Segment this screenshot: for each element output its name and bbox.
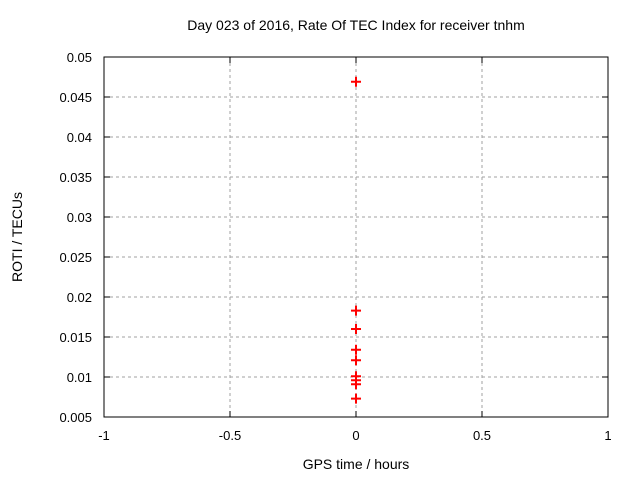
- x-tick-label: 0.5: [473, 428, 491, 443]
- y-tick-label: 0.03: [67, 210, 92, 225]
- chart-title: Day 023 of 2016, Rate Of TEC Index for r…: [187, 17, 525, 33]
- y-tick-label: 0.045: [59, 90, 92, 105]
- x-tick-label: -1: [98, 428, 110, 443]
- y-tick-label: 0.01: [67, 370, 92, 385]
- x-tick-label: -0.5: [219, 428, 241, 443]
- x-tick-label: 1: [604, 428, 611, 443]
- data-point-marker: [351, 344, 361, 355]
- data-point-marker: [351, 355, 361, 366]
- y-tick-label: 0.05: [67, 50, 92, 65]
- data-point-marker: [351, 379, 361, 390]
- y-tick-label: 0.005: [59, 410, 92, 425]
- x-tick-label: 0: [352, 428, 359, 443]
- y-tick-label: 0.04: [67, 130, 92, 145]
- data-point-marker: [351, 305, 361, 316]
- y-tick-label: 0.015: [59, 330, 92, 345]
- data-point-marker: [351, 76, 361, 87]
- data-point-marker: [351, 393, 361, 404]
- data-point-marker: [351, 324, 361, 334]
- x-axis-label: GPS time / hours: [302, 456, 410, 472]
- y-tick-label: 0.025: [59, 250, 92, 265]
- y-tick-label: 0.035: [59, 170, 92, 185]
- y-tick-label: 0.02: [67, 290, 92, 305]
